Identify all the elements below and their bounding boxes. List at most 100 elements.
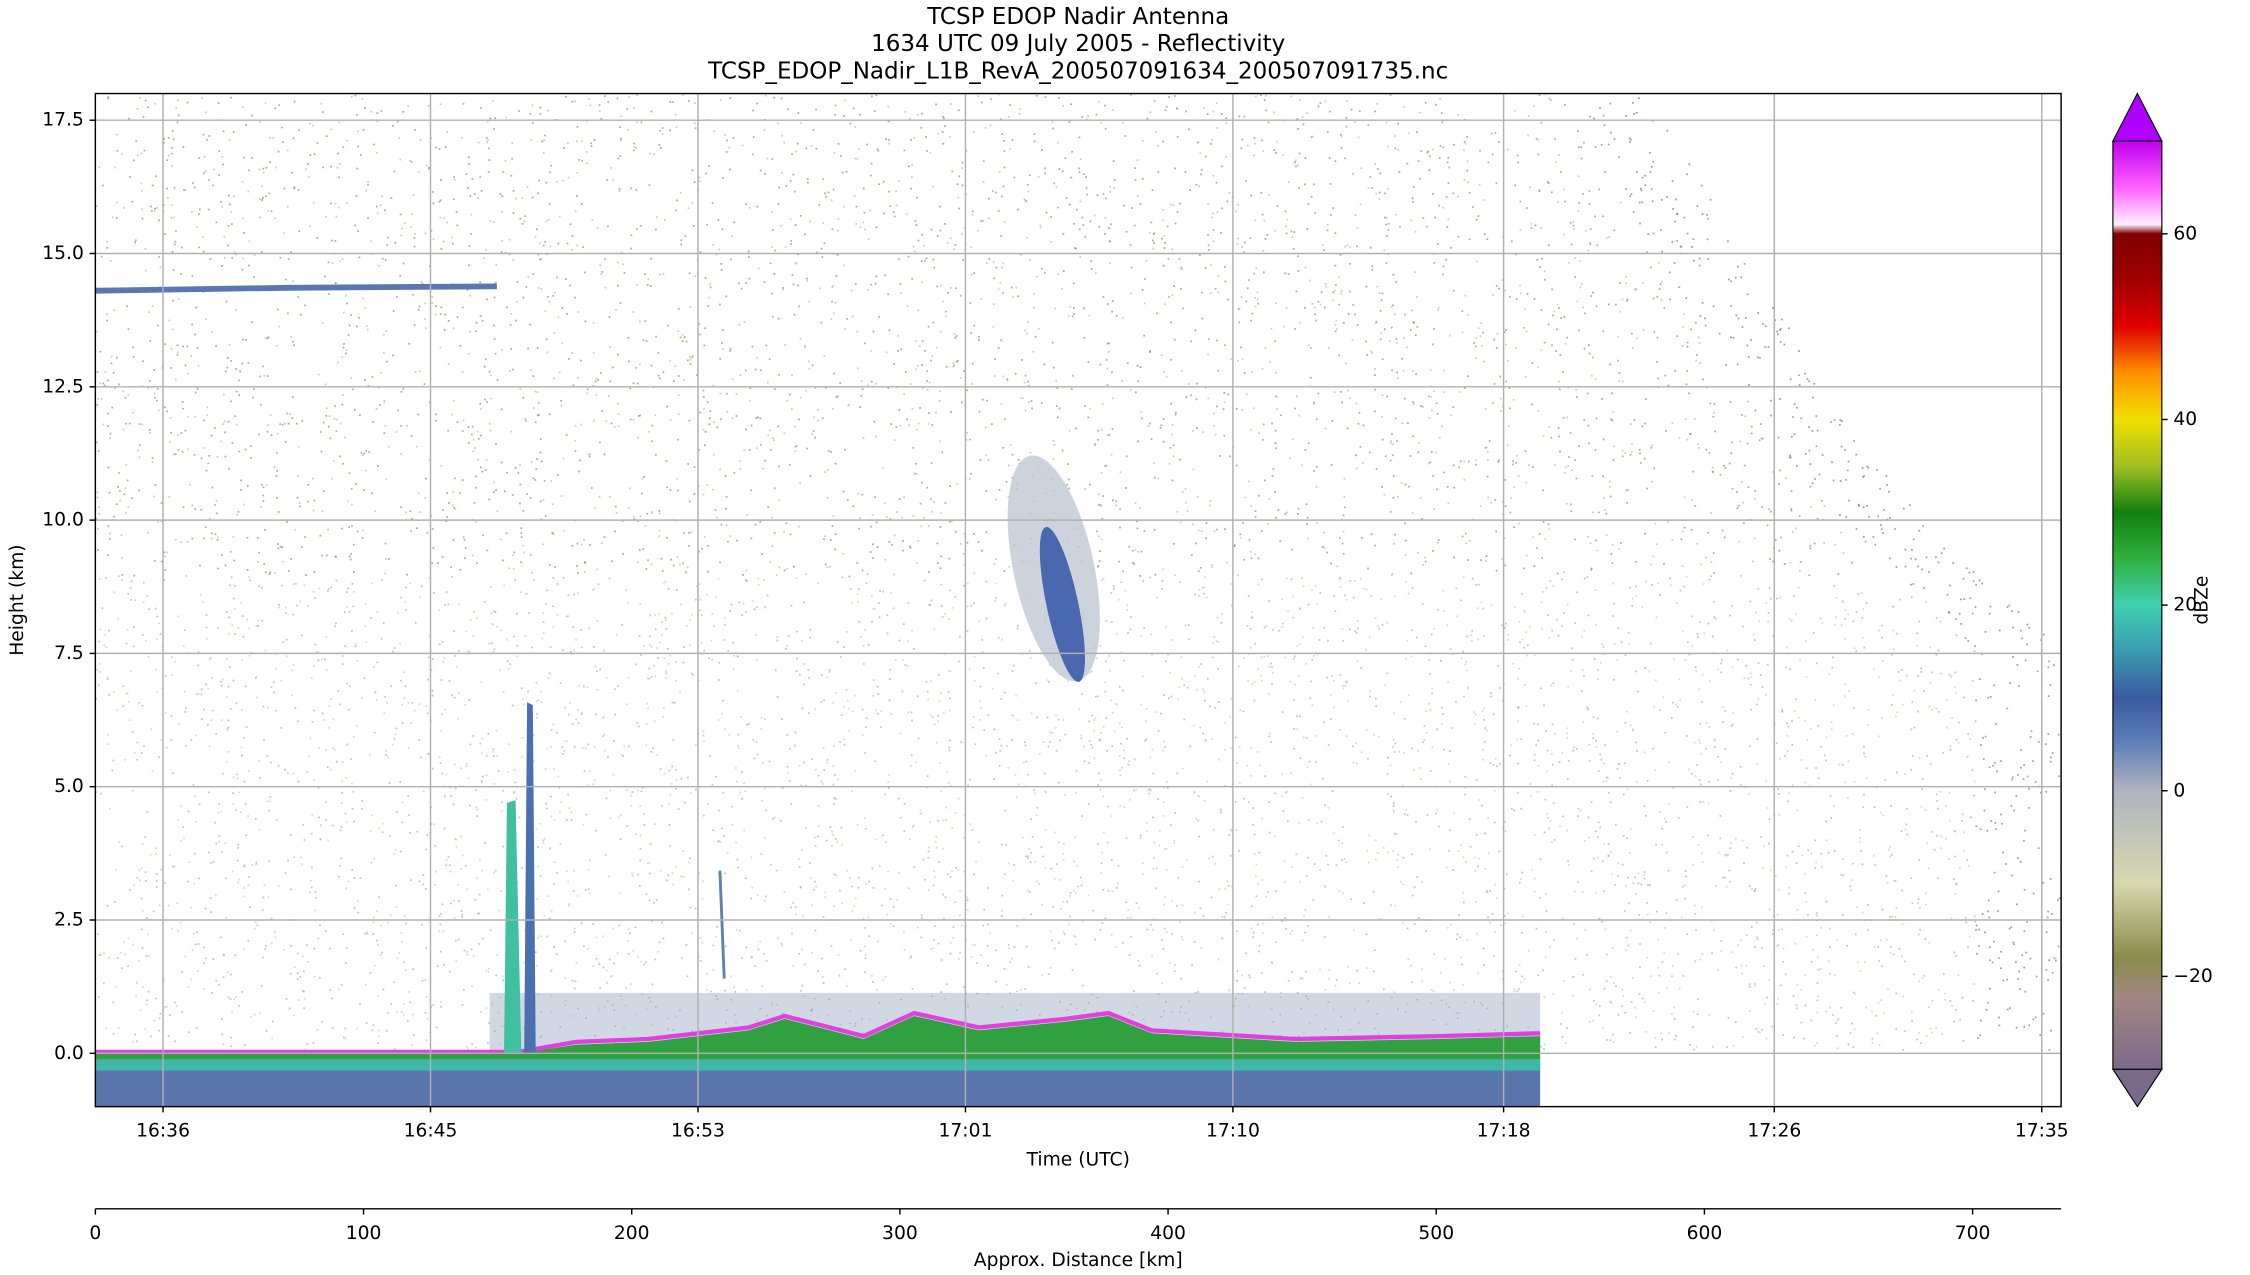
noise-dot: [1841, 858, 1844, 861]
noise-dot: [1079, 158, 1082, 161]
noise-dot: [1090, 670, 1093, 673]
noise-dot: [809, 628, 812, 631]
noise-dot: [606, 179, 609, 181]
noise-dot: [1737, 944, 1740, 947]
noise-dot: [929, 821, 932, 824]
noise-dot: [902, 540, 904, 542]
noise-dot: [1246, 287, 1249, 290]
noise-dot: [542, 244, 545, 247]
noise-dot: [1367, 124, 1370, 127]
noise-dot: [1307, 344, 1310, 347]
noise-dot: [698, 550, 700, 553]
noise-dot: [1665, 820, 1668, 823]
noise-dot: [1518, 881, 1521, 884]
noise-dot: [179, 839, 182, 842]
noise-dot: [1592, 999, 1595, 1002]
noise-dot: [1638, 97, 1640, 100]
noise-dot: [1044, 867, 1047, 870]
noise-dot: [1518, 667, 1521, 670]
noise-dot: [660, 147, 662, 149]
noise-dot: [1707, 531, 1710, 534]
noise-dot: [491, 642, 493, 645]
noise-dot: [1392, 811, 1395, 813]
noise-dot: [1421, 405, 1424, 408]
noise-dot: [675, 779, 678, 781]
noise-dot: [324, 275, 327, 278]
noise-dot: [861, 708, 864, 711]
noise-dot: [1193, 941, 1196, 943]
noise-dot: [543, 139, 546, 142]
noise-dot: [1538, 533, 1541, 535]
noise-dot: [576, 894, 579, 897]
noise-dot: [207, 723, 209, 726]
noise-dot: [202, 447, 205, 449]
noise-dot: [1835, 597, 1838, 599]
noise-dot: [1429, 369, 1432, 371]
noise-dot: [1605, 512, 1608, 515]
noise-dot: [581, 746, 584, 749]
noise-dot: [441, 640, 444, 643]
noise-dot: [719, 358, 722, 360]
noise-dot: [963, 370, 965, 372]
noise-dot: [1699, 742, 1702, 745]
noise-dot: [1180, 656, 1183, 659]
noise-dot: [1213, 412, 1215, 415]
noise-dot: [1793, 1036, 1795, 1039]
noise-dot: [966, 605, 968, 608]
noise-dot: [1291, 970, 1293, 973]
noise-dot: [1174, 222, 1177, 225]
noise-dot: [636, 93, 638, 96]
noise-dot: [1486, 1007, 1489, 1010]
noise-dot: [1426, 151, 1429, 154]
noise-dot: [506, 638, 508, 641]
noise-dot: [1240, 346, 1242, 349]
noise-dot: [606, 982, 608, 984]
noise-dot: [661, 127, 664, 129]
noise-dot: [1281, 920, 1284, 923]
noise-dot: [298, 230, 301, 233]
noise-dot: [496, 510, 499, 512]
noise-dot: [542, 499, 545, 501]
noise-dot: [366, 328, 369, 331]
noise-dot: [832, 783, 835, 786]
noise-dot: [706, 972, 708, 975]
noise-dot: [1169, 446, 1172, 449]
noise-dot: [1156, 867, 1158, 869]
noise-dot: [841, 902, 843, 905]
noise-dot: [724, 133, 726, 136]
noise-dot: [479, 176, 482, 179]
noise-dot: [675, 788, 677, 790]
noise-dot: [936, 542, 939, 545]
noise-dot: [1629, 724, 1632, 727]
noise-dot: [1250, 927, 1253, 930]
noise-dot: [1815, 415, 1818, 417]
noise-dot: [1742, 522, 1745, 524]
noise-dot: [1919, 1042, 1922, 1045]
noise-dot: [258, 828, 261, 831]
noise-dot: [336, 760, 338, 763]
noise-dot: [1374, 858, 1377, 861]
noise-dot: [1753, 497, 1756, 500]
noise-dot: [294, 582, 296, 585]
noise-dot: [900, 348, 902, 351]
noise-dot: [884, 274, 887, 277]
noise-dot: [1041, 974, 1043, 977]
noise-dot: [328, 947, 331, 950]
noise-dot: [746, 723, 748, 726]
noise-dot: [1087, 115, 1090, 117]
noise-dot: [981, 101, 983, 104]
noise-dot: [221, 155, 224, 158]
noise-dot: [776, 1003, 779, 1006]
noise-dot: [1230, 358, 1232, 360]
noise-dot: [1393, 595, 1396, 598]
noise-dot: [1296, 118, 1299, 120]
noise-dot: [762, 953, 765, 955]
noise-dot: [1463, 141, 1466, 143]
noise-dot: [650, 645, 653, 648]
noise-dot: [1143, 334, 1146, 337]
noise-dot: [657, 950, 660, 953]
noise-dot: [310, 886, 313, 889]
noise-dot: [1304, 157, 1307, 159]
noise-dot: [451, 694, 453, 697]
noise-dot: [1420, 150, 1423, 153]
